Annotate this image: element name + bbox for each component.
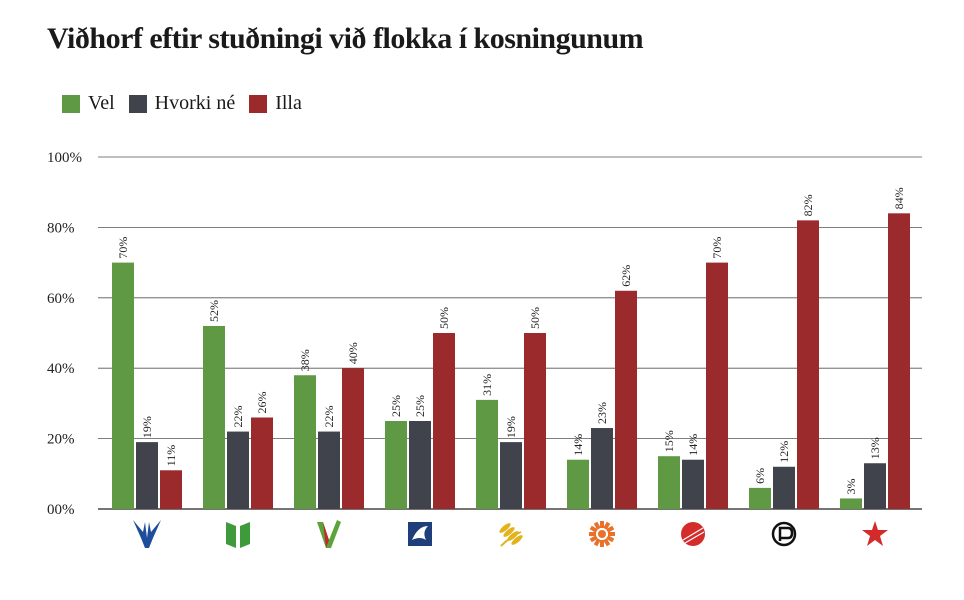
bar-value-label: 50%	[437, 307, 451, 329]
bar-value-label: 31%	[480, 374, 494, 396]
falcon-icon	[133, 520, 161, 548]
bar-value-label: 22%	[322, 406, 336, 428]
sun-icon	[589, 521, 615, 547]
bars	[112, 213, 910, 510]
bar-value-label: 3%	[844, 478, 858, 494]
bar	[385, 421, 407, 509]
bar	[615, 290, 637, 509]
bar	[773, 466, 795, 509]
bar-value-label: 38%	[298, 349, 312, 371]
bar	[706, 262, 728, 509]
bar-value-label: 62%	[619, 265, 633, 287]
bar-value-label: 26%	[255, 391, 269, 413]
star-icon	[862, 521, 888, 546]
legend-label-illa: Illa	[275, 92, 302, 114]
legend-label-vel: Vel	[88, 92, 115, 114]
bar-value-label: 19%	[140, 416, 154, 438]
bar	[840, 498, 862, 509]
bar-value-label: 23%	[595, 402, 609, 424]
legend-item-vel: Vel	[62, 92, 115, 115]
legend-item-illa: Illa	[249, 92, 302, 115]
bar-value-label: 82%	[801, 194, 815, 216]
bar	[749, 487, 771, 509]
chart-title: Viðhorf eftir stuðningi við flokka í kos…	[47, 22, 644, 55]
bar	[864, 463, 886, 509]
bar-value-label: 15%	[662, 430, 676, 452]
bar-value-label: 11%	[164, 445, 178, 467]
bar	[136, 442, 158, 509]
bar	[160, 470, 182, 509]
bar	[294, 375, 316, 509]
bar	[112, 262, 134, 509]
y-tick-label: 00%	[47, 502, 75, 518]
bar-value-label: 19%	[504, 416, 518, 438]
bar	[476, 399, 498, 509]
bar	[342, 368, 364, 509]
legend-item-hvorki: Hvorki né	[128, 92, 236, 115]
y-tick-label: 20%	[47, 432, 75, 448]
legend: Vel Hvorki né Illa	[62, 92, 316, 115]
bar-labels: 70% 19% 11% 52% 22% 26% 38% 22% 40% 25% 25% 50% 31% 1…	[116, 187, 906, 494]
bar-value-label: 52%	[207, 300, 221, 322]
bar-value-label: 50%	[528, 307, 542, 329]
legend-label-hvorki: Hvorki né	[154, 92, 236, 114]
bar-value-label: 25%	[413, 395, 427, 417]
bar	[888, 213, 910, 509]
bar	[433, 333, 455, 509]
bar	[409, 421, 431, 509]
bar-value-label: 70%	[116, 237, 130, 259]
bar-value-label: 25%	[389, 395, 403, 417]
y-tick-label: 60%	[47, 291, 75, 307]
ball-icon	[681, 522, 705, 546]
bar	[203, 325, 225, 509]
bar-value-label: 13%	[868, 437, 882, 459]
bar	[318, 431, 340, 509]
bar	[797, 220, 819, 510]
bar	[682, 459, 704, 509]
bar	[251, 417, 273, 509]
bar	[500, 442, 522, 509]
book-icon	[226, 522, 250, 548]
bar	[227, 431, 249, 509]
bar-value-label: 40%	[346, 342, 360, 364]
bar	[524, 333, 546, 509]
party-icons	[133, 520, 888, 548]
bar-value-label: 22%	[231, 406, 245, 428]
bar	[567, 459, 589, 509]
v-icon	[317, 520, 341, 548]
bar	[591, 428, 613, 509]
bar-value-label: 14%	[686, 434, 700, 456]
bar-value-label: 14%	[571, 434, 585, 456]
y-tick-label: 40%	[47, 361, 75, 377]
y-tick-label: 100%	[47, 150, 82, 166]
pirate-icon	[771, 521, 797, 547]
bar-value-label: 6%	[753, 468, 767, 484]
y-axis-ticks: 00% 20% 40% 60% 80% 100%	[47, 150, 82, 518]
bar	[658, 456, 680, 509]
y-tick-label: 80%	[47, 220, 75, 236]
bar-value-label: 70%	[710, 237, 724, 259]
wheat-icon	[499, 523, 523, 547]
bird-icon	[408, 522, 432, 546]
legend-swatch-hvorki	[128, 94, 147, 113]
legend-swatch-vel	[62, 94, 80, 113]
bar-value-label: 12%	[777, 441, 791, 463]
bar-value-label: 84%	[892, 187, 906, 209]
legend-swatch-illa	[249, 94, 268, 113]
